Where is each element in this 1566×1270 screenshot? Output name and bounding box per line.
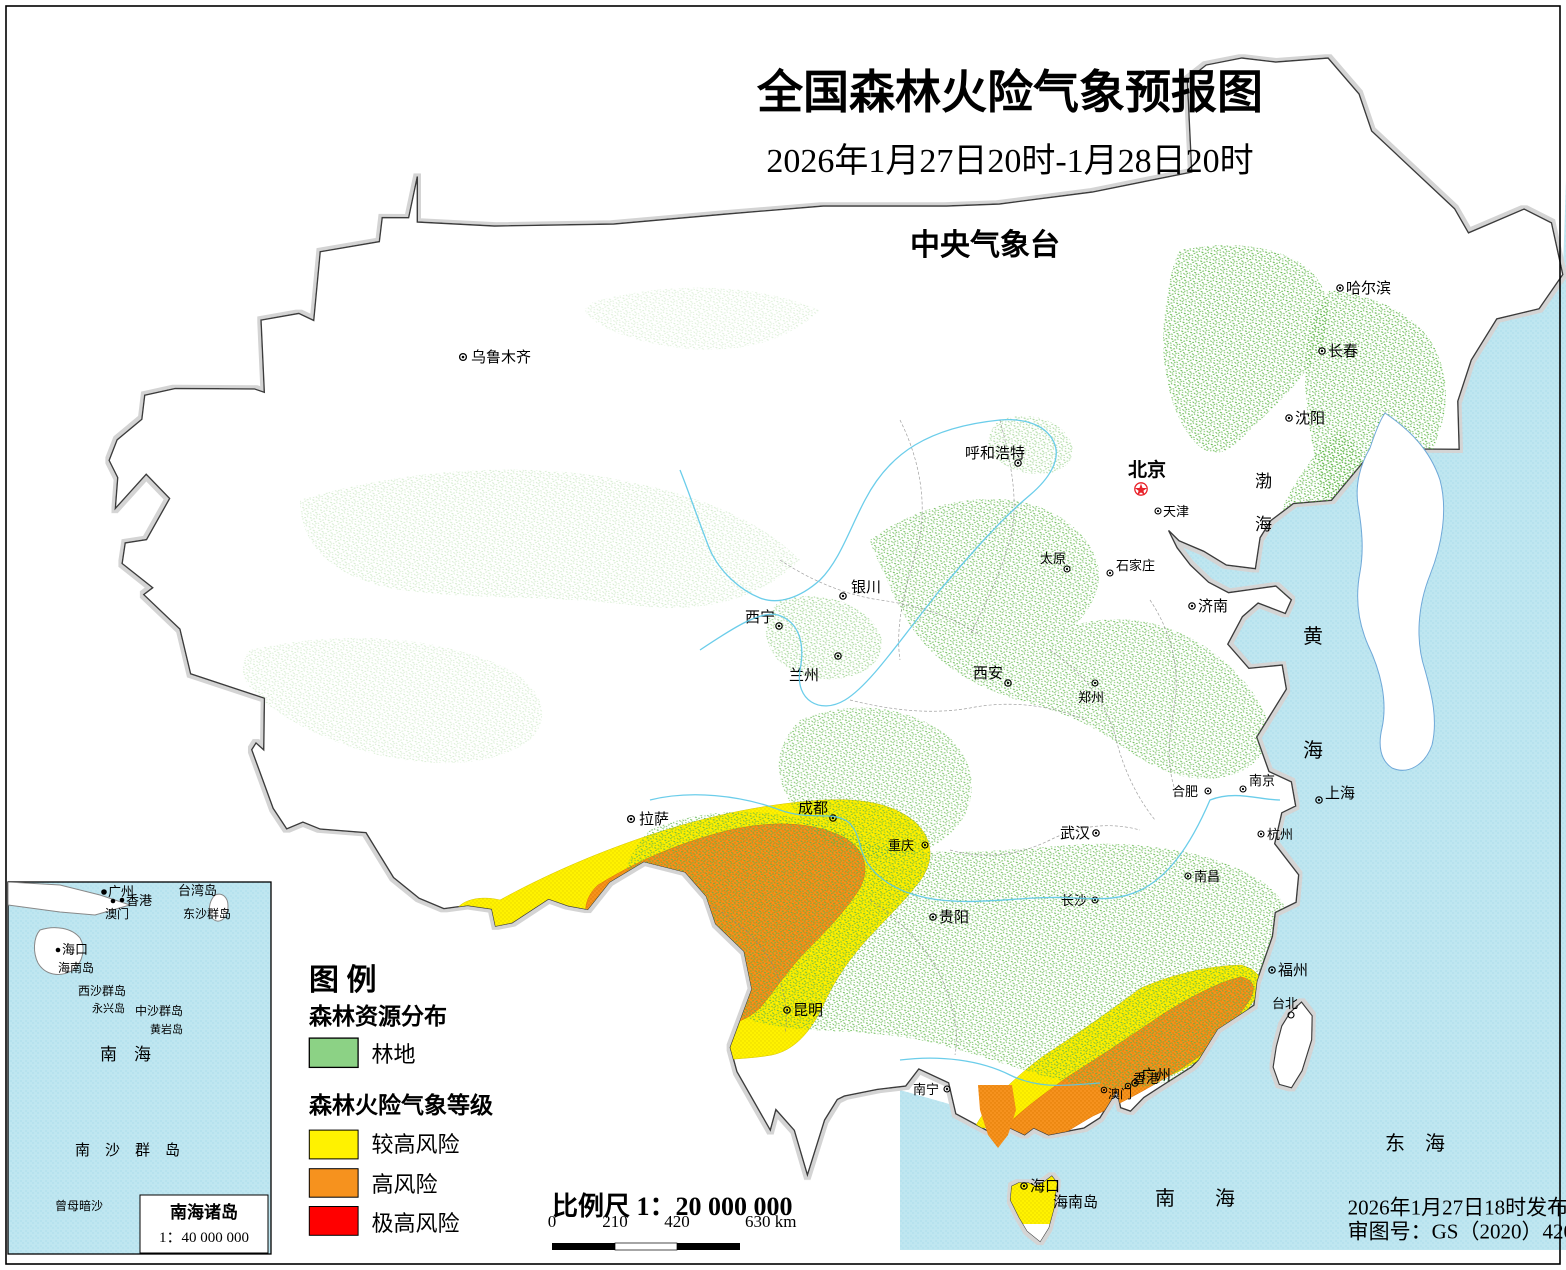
svg-text:银川: 银川: [851, 579, 881, 596]
svg-text:贵阳: 贵阳: [939, 909, 969, 926]
svg-text:香港: 香港: [126, 893, 152, 908]
svg-text:济南: 济南: [1198, 598, 1228, 615]
svg-text:重庆: 重庆: [888, 838, 914, 853]
svg-text:西安: 西安: [973, 665, 1003, 682]
svg-text:中沙群岛: 中沙群岛: [135, 1003, 183, 1018]
svg-text:1：40 000 000: 1：40 000 000: [159, 1230, 249, 1246]
svg-text:台湾岛: 台湾岛: [178, 883, 217, 898]
svg-text:兰州: 兰州: [789, 667, 819, 684]
svg-text:西宁: 西宁: [745, 609, 775, 626]
svg-text:森林资源分布: 森林资源分布: [309, 1003, 447, 1029]
svg-text:图 例: 图 例: [309, 964, 377, 997]
svg-text:海南岛: 海南岛: [1053, 1194, 1098, 1211]
svg-text:永兴岛: 永兴岛: [92, 1001, 125, 1015]
svg-text:北京: 北京: [1128, 458, 1166, 481]
svg-text:福州: 福州: [1278, 962, 1308, 979]
svg-text:长春: 长春: [1328, 343, 1358, 360]
svg-text:0: 0: [548, 1212, 557, 1231]
svg-text:海南岛: 海南岛: [58, 960, 94, 975]
svg-text:海口: 海口: [62, 942, 88, 957]
svg-text:南 沙 群 岛: 南 沙 群 岛: [75, 1142, 180, 1159]
svg-text:太原: 太原: [1040, 551, 1066, 566]
svg-text:合肥: 合肥: [1172, 784, 1198, 799]
svg-text:高风险: 高风险: [372, 1172, 438, 1197]
svg-text:乌鲁木齐: 乌鲁木齐: [471, 349, 531, 366]
svg-text:香港: 香港: [1133, 1071, 1159, 1086]
svg-text:昆明: 昆明: [793, 1002, 823, 1019]
svg-text:澳门: 澳门: [105, 906, 129, 921]
svg-text:2026年1月27日18时发布: 2026年1月27日18时发布: [1348, 1196, 1566, 1220]
svg-text:南海诸岛: 南海诸岛: [170, 1202, 238, 1222]
svg-text:极高风险: 极高风险: [372, 1211, 460, 1236]
svg-text:审图号：GS（2020）4200号: 审图号：GS（2020）4200号: [1348, 1219, 1566, 1243]
svg-text:南京: 南京: [1249, 773, 1275, 788]
svg-text:南 海: 南 海: [100, 1045, 151, 1064]
svg-text:海: 海: [1303, 739, 1323, 762]
svg-text:哈尔滨: 哈尔滨: [1346, 280, 1391, 297]
svg-text:黄岩岛: 黄岩岛: [150, 1022, 183, 1036]
svg-text:东 海: 东 海: [1385, 1132, 1445, 1155]
svg-text:西沙群岛: 西沙群岛: [78, 983, 126, 998]
svg-text:渤: 渤: [1255, 472, 1272, 491]
svg-text:拉萨: 拉萨: [639, 811, 669, 828]
svg-text:天津: 天津: [1163, 504, 1189, 519]
svg-text:黄: 黄: [1303, 625, 1323, 648]
svg-text:澳门: 澳门: [1108, 1086, 1132, 1101]
svg-text:台北: 台北: [1272, 996, 1298, 1011]
svg-text:南 海: 南 海: [1155, 1187, 1235, 1210]
svg-text:长沙: 长沙: [1061, 893, 1087, 908]
svg-text:曾母暗沙: 曾母暗沙: [55, 1198, 103, 1213]
svg-text:森林火险气象等级: 森林火险气象等级: [309, 1092, 493, 1118]
svg-text:杭州: 杭州: [1267, 827, 1293, 842]
svg-text:全国森林火险气象预报图: 全国森林火险气象预报图: [756, 67, 1263, 118]
svg-text:南宁: 南宁: [913, 1082, 939, 1097]
svg-text:海: 海: [1255, 515, 1272, 534]
svg-text:沈阳: 沈阳: [1295, 410, 1325, 427]
svg-text:东沙群岛: 东沙群岛: [183, 906, 231, 921]
svg-text:上海: 上海: [1325, 785, 1355, 802]
svg-text:630 km: 630 km: [745, 1212, 796, 1231]
svg-text:郑州: 郑州: [1078, 690, 1104, 705]
svg-text:较高风险: 较高风险: [372, 1132, 460, 1157]
svg-text:420: 420: [664, 1212, 690, 1231]
svg-text:林地: 林地: [372, 1042, 416, 1067]
svg-text:210: 210: [602, 1212, 628, 1231]
svg-text:中央气象台: 中央气象台: [910, 228, 1060, 262]
svg-text:呼和浩特: 呼和浩特: [965, 445, 1025, 462]
svg-text:石家庄: 石家庄: [1116, 558, 1155, 573]
svg-text:2026年1月27日20时-1月28日20时: 2026年1月27日20时-1月28日20时: [766, 142, 1253, 180]
svg-text:海口: 海口: [1030, 1178, 1060, 1195]
svg-text:南昌: 南昌: [1194, 869, 1220, 884]
